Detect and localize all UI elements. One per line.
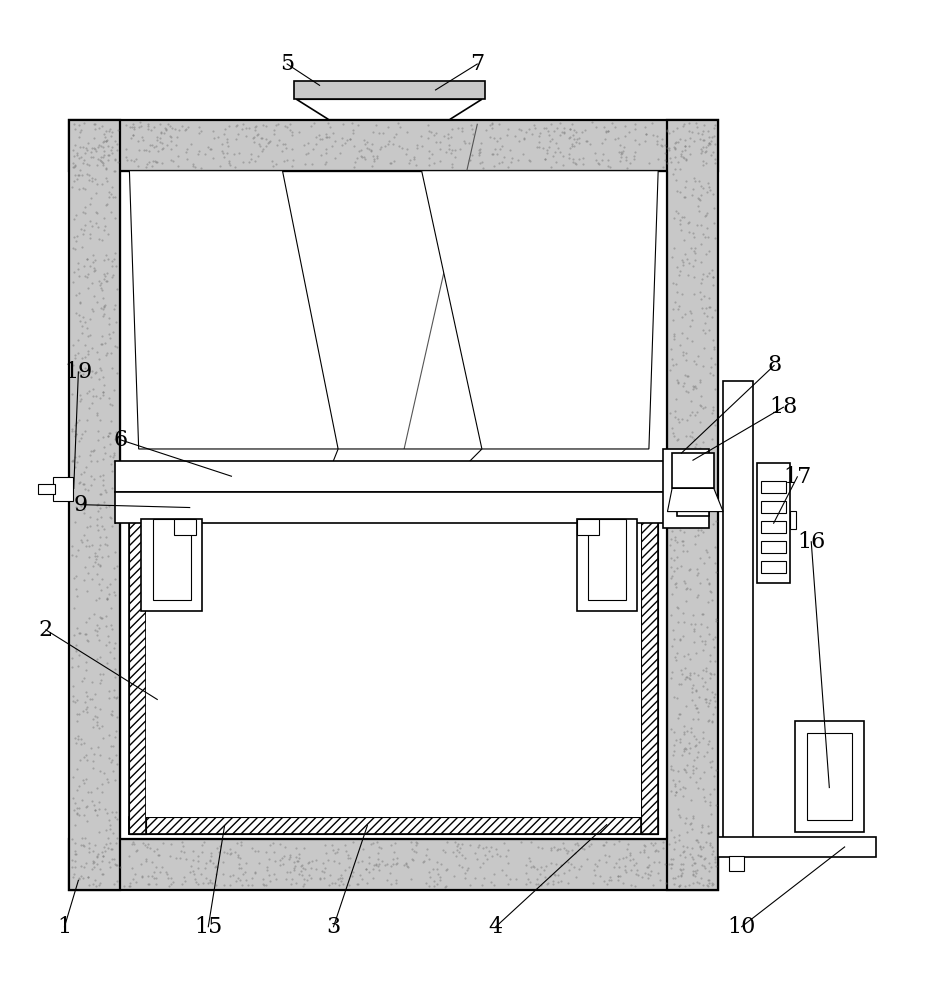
Bar: [729, 856, 744, 871]
Bar: [761, 541, 786, 553]
Text: 3: 3: [327, 916, 341, 938]
Bar: [663, 449, 709, 528]
Text: 1: 1: [57, 916, 71, 938]
Text: 4: 4: [489, 916, 503, 938]
Bar: [761, 501, 786, 513]
Polygon shape: [297, 99, 482, 120]
Bar: [724, 381, 753, 843]
Text: 5: 5: [280, 53, 294, 75]
Bar: [757, 463, 790, 583]
Bar: [641, 500, 658, 834]
Bar: [677, 461, 709, 516]
Bar: [641, 500, 658, 834]
Bar: [577, 519, 636, 611]
Text: 15: 15: [194, 916, 223, 938]
Polygon shape: [129, 171, 338, 449]
Bar: [761, 481, 786, 493]
Text: 10: 10: [727, 916, 756, 938]
Bar: [52, 477, 73, 501]
Bar: [790, 511, 797, 529]
Bar: [129, 500, 146, 834]
Polygon shape: [421, 171, 658, 449]
Bar: [129, 817, 658, 834]
Text: 18: 18: [769, 396, 797, 418]
Bar: [146, 500, 641, 817]
Bar: [38, 484, 55, 494]
Bar: [129, 817, 658, 834]
Text: 19: 19: [65, 361, 93, 383]
Text: 7: 7: [470, 53, 484, 75]
Bar: [667, 120, 719, 890]
Text: 8: 8: [767, 354, 782, 376]
Bar: [294, 81, 485, 99]
Bar: [588, 519, 625, 600]
Bar: [761, 521, 786, 533]
Text: 17: 17: [783, 466, 812, 488]
Bar: [69, 839, 719, 890]
Bar: [129, 500, 146, 834]
Bar: [115, 461, 672, 492]
Text: 2: 2: [39, 619, 53, 641]
Bar: [115, 492, 672, 523]
Bar: [69, 120, 719, 171]
Bar: [761, 561, 786, 573]
Bar: [807, 733, 852, 820]
Bar: [120, 171, 667, 839]
Bar: [174, 519, 197, 535]
Bar: [153, 519, 191, 600]
Bar: [672, 453, 714, 488]
Bar: [795, 721, 864, 832]
Bar: [719, 837, 876, 857]
Bar: [141, 519, 202, 611]
Bar: [120, 171, 667, 839]
Polygon shape: [329, 449, 482, 472]
Bar: [577, 519, 599, 535]
Text: 9: 9: [73, 494, 87, 516]
Text: 16: 16: [797, 531, 826, 553]
Polygon shape: [667, 488, 724, 512]
Text: 6: 6: [113, 429, 127, 451]
Bar: [69, 120, 120, 890]
